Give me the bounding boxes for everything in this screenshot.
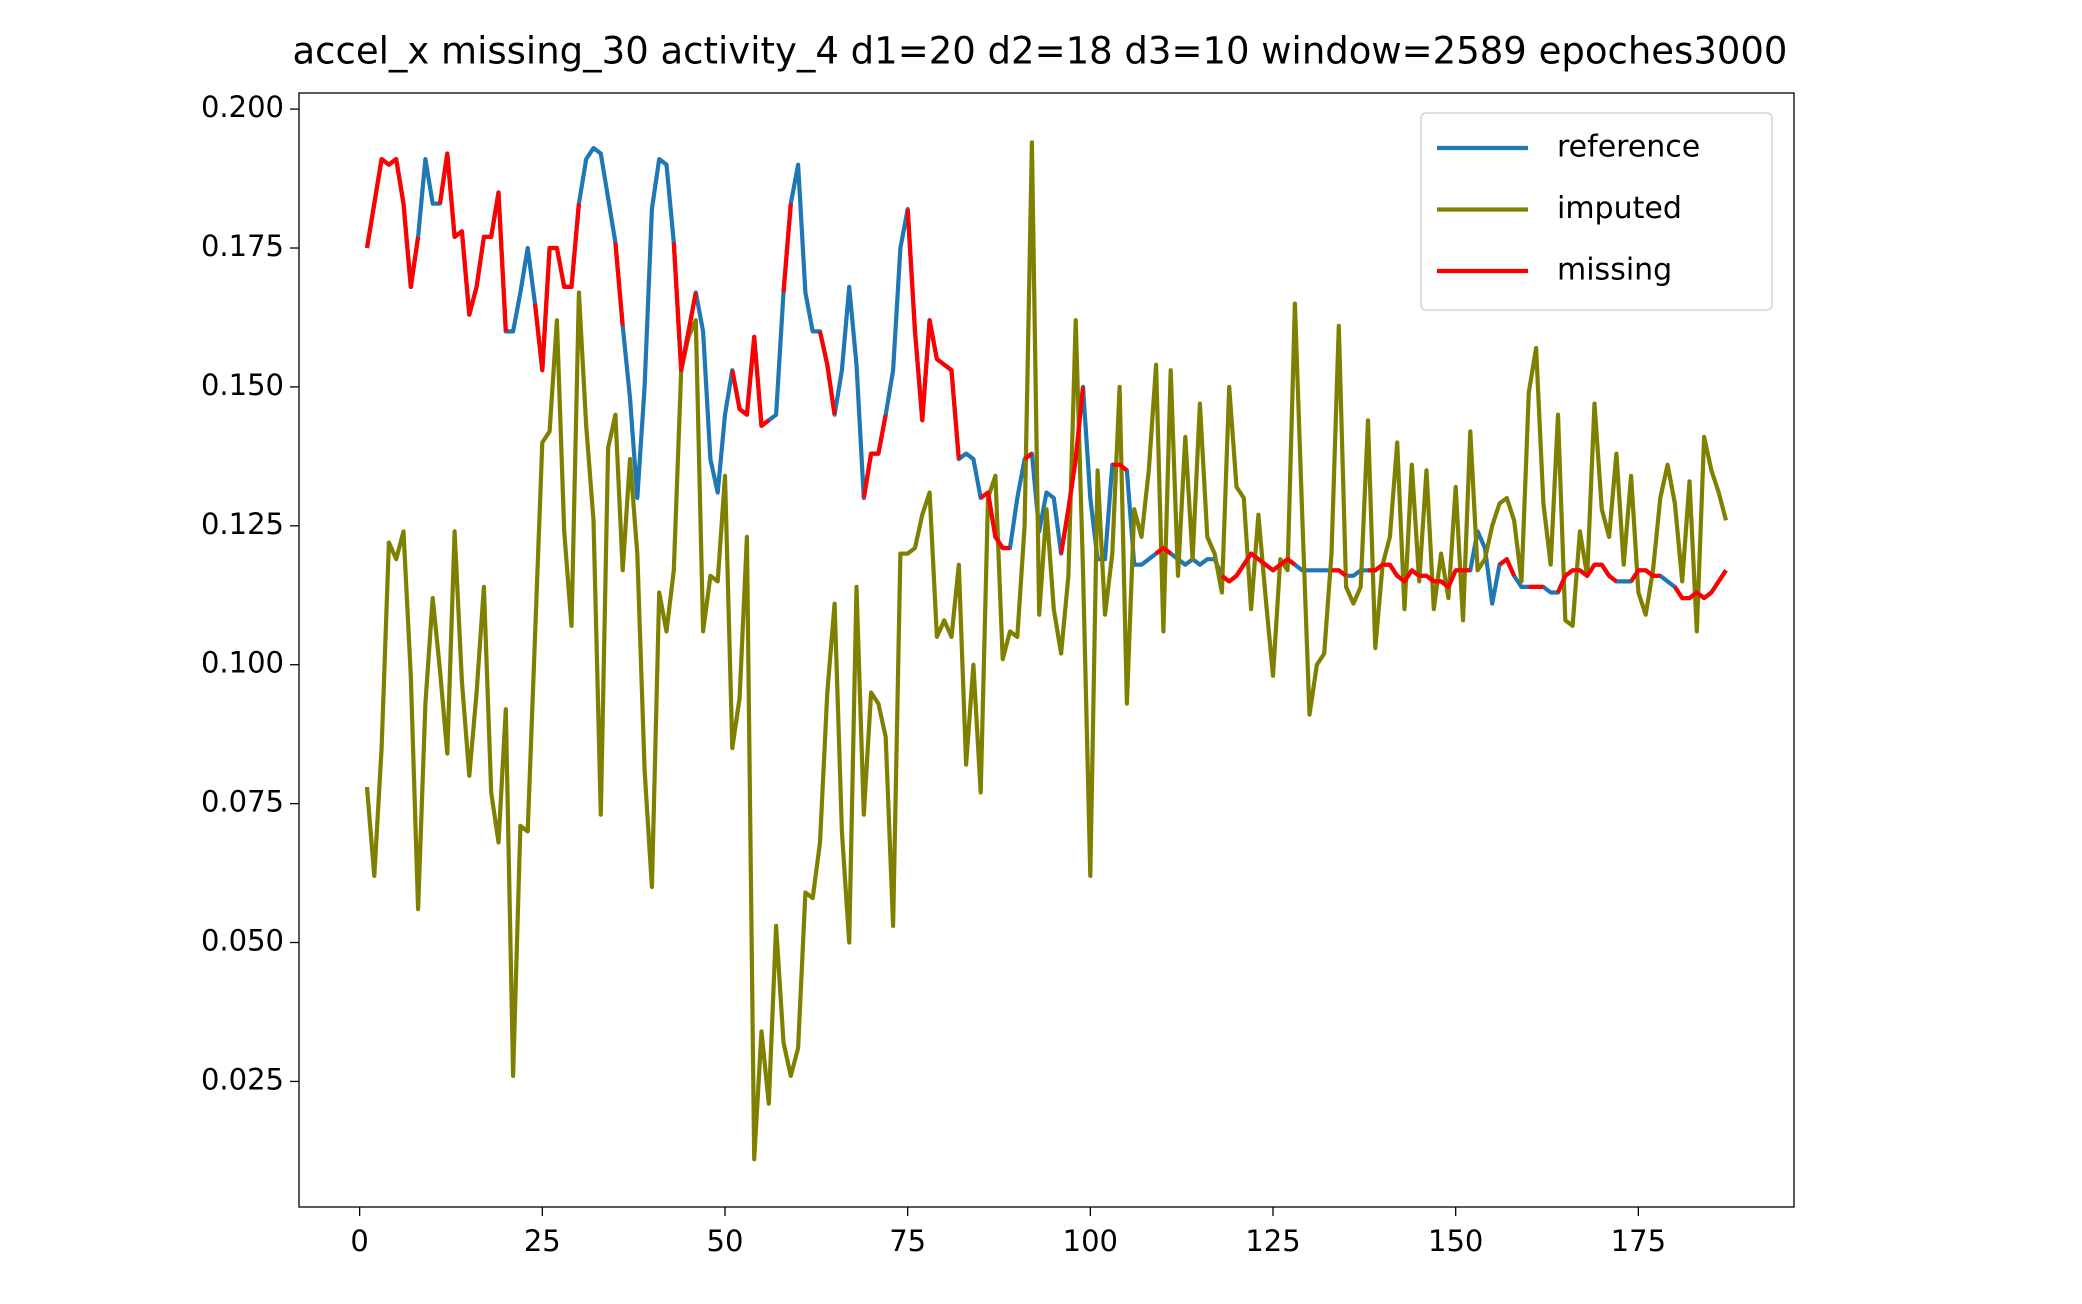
y-tick-label: 0.175	[201, 229, 284, 263]
x-tick-label: 25	[524, 1224, 561, 1258]
legend-label: reference	[1557, 130, 1700, 165]
series-line	[364, 151, 1728, 601]
y-tick-label: 0.150	[201, 368, 284, 402]
x-tick-label: 100	[1063, 1224, 1118, 1258]
y-tick-label: 0.100	[201, 646, 284, 680]
legend-label: imputed	[1557, 191, 1682, 226]
legend-label: missing	[1557, 253, 1672, 288]
y-tick-label: 0.050	[201, 924, 284, 958]
axes-frame	[298, 92, 1795, 1208]
series-line	[364, 140, 1729, 1162]
chart-title: accel_x missing_30 activity_4 d1=20 d2=1…	[293, 30, 1788, 73]
x-tick-label: 150	[1428, 1224, 1483, 1258]
x-tick-label: 175	[1611, 1224, 1666, 1258]
y-tick-label: 0.075	[201, 785, 284, 819]
y-tick-label: 0.200	[201, 90, 284, 124]
x-tick-label: 75	[889, 1224, 926, 1258]
y-tick-label: 0.025	[201, 1062, 284, 1096]
legend-box	[1420, 112, 1773, 311]
x-tick-label: 0	[350, 1224, 368, 1258]
y-tick-label: 0.125	[201, 507, 284, 541]
x-tick-label: 50	[707, 1224, 744, 1258]
x-tick-label: 125	[1245, 1224, 1300, 1258]
